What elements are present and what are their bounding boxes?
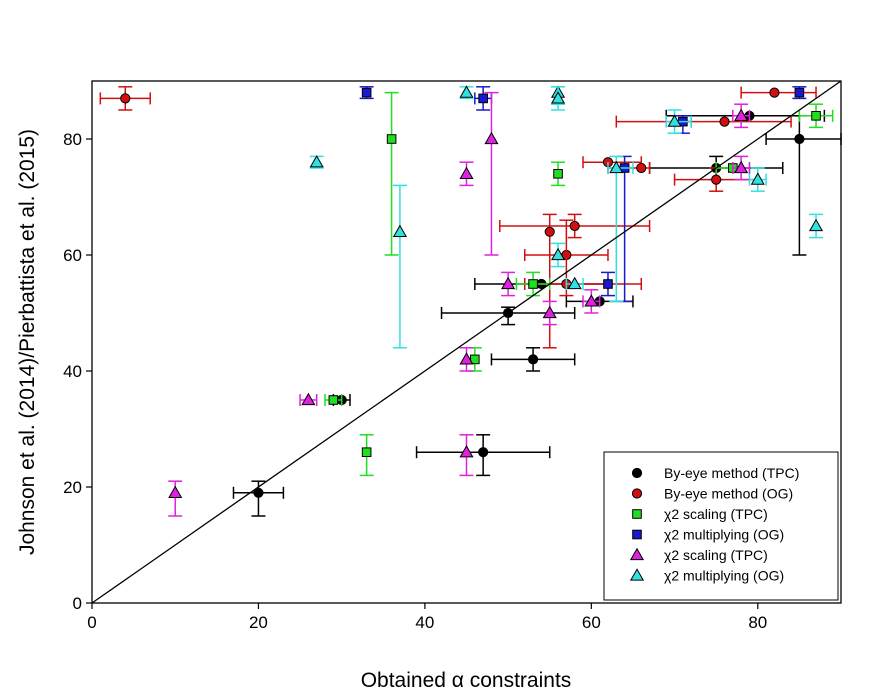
y-tick-label: 40 [63, 362, 82, 381]
legend-label-6: χ2 multiplying (OG) [664, 568, 784, 584]
data-point [609, 160, 624, 174]
data-point [459, 444, 474, 458]
series-6 [309, 85, 824, 349]
data-point [808, 218, 824, 232]
data-point [750, 172, 765, 185]
data-point [711, 174, 722, 185]
data-point [459, 352, 474, 365]
legend-marker-1 [631, 467, 643, 479]
data-point [527, 354, 539, 365]
data-point [553, 169, 563, 179]
data-point [567, 276, 582, 290]
y-axis: 0 20 40 60 80 [63, 130, 92, 613]
data-point [667, 114, 682, 127]
x-tick-label: 80 [748, 613, 767, 632]
y-tick-label: 60 [63, 246, 82, 265]
data-point [811, 111, 821, 121]
legend-box [603, 451, 839, 601]
x-tick-label: 0 [87, 613, 96, 632]
data-point [769, 87, 780, 98]
x-tick-label: 40 [415, 613, 434, 632]
y-tick-label: 0 [73, 594, 82, 613]
data-point [528, 279, 538, 289]
legend-label-4: χ2 multiplying (OG) [664, 527, 784, 543]
data-point [301, 392, 316, 406]
data-point [484, 131, 499, 145]
data-point [719, 116, 730, 127]
data-point [501, 276, 516, 290]
x-axis: 0 20 40 60 80 [87, 603, 767, 632]
data-point [636, 162, 647, 174]
x-tick-label: 20 [249, 613, 268, 632]
reference-line [91, 80, 842, 604]
plot-frame [91, 80, 842, 604]
data-point [542, 305, 557, 319]
legend-label-2: By-eye method (OG) [664, 486, 793, 502]
data-point [569, 220, 580, 232]
data-point [361, 447, 372, 457]
data-point [734, 160, 749, 174]
data-point [309, 154, 324, 168]
legend-label-1: By-eye method (TPC) [664, 465, 799, 481]
data-point [478, 447, 489, 458]
legend-label-3: χ2 scaling (TPC) [664, 506, 768, 522]
data-point [392, 224, 407, 237]
legend-marker-6 [629, 568, 645, 581]
series-5 [168, 91, 751, 517]
legend: By-eye method (TPC) By-eye method (OG) χ2 … [603, 451, 839, 601]
legend-marker-4 [632, 529, 642, 540]
data-point [794, 133, 805, 145]
data-point [459, 85, 474, 98]
y-tick-label: 80 [63, 130, 82, 149]
data-point [478, 93, 488, 104]
data-point [584, 294, 599, 307]
data-point [544, 226, 555, 237]
data-point [734, 108, 749, 121]
y-tick-label: 20 [63, 478, 82, 497]
data-point [603, 279, 613, 289]
series-2 [99, 86, 817, 349]
legend-marker-5 [629, 547, 645, 561]
x-tick-label: 60 [582, 613, 601, 632]
data-point [550, 91, 566, 104]
data-point [459, 166, 474, 179]
data-point [361, 87, 372, 98]
legend-marker-2 [631, 488, 643, 499]
x-axis-title: Obtained α constraints [361, 669, 572, 692]
data-point [168, 485, 183, 498]
data-point [550, 247, 566, 261]
legend-marker-3 [632, 509, 642, 519]
data-point [253, 487, 264, 498]
data-point [120, 93, 131, 104]
y-axis-title: Johnson et al. (2014)/Pierbattista et al… [16, 129, 39, 555]
data-point [386, 134, 397, 144]
legend-label-5: χ2 scaling (TPC) [664, 547, 768, 563]
marks-layer [99, 85, 842, 517]
data-point [328, 395, 339, 405]
data-point [794, 87, 805, 98]
